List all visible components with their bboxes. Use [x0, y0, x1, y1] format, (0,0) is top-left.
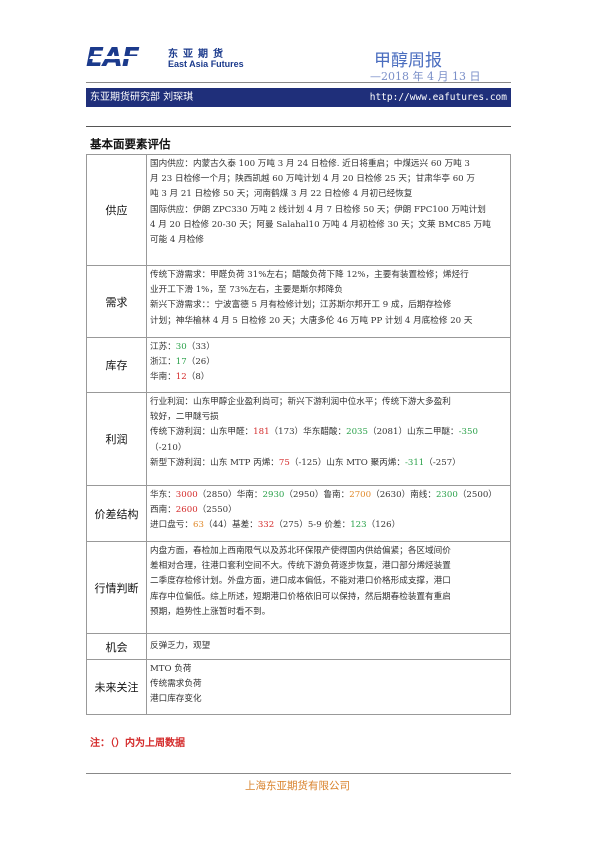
supply-line: 月 23 日检修一个月；陕西凯越 60 万吨计划 4 月 20 日检修 25 天…: [150, 174, 475, 185]
report-date: —2018 年 4 月 13 日: [370, 70, 481, 83]
website-link[interactable]: http://www.eafutures.com: [369, 92, 507, 103]
row-content: 国内供应：内蒙古久泰 100 万吨 3 月 24 日检修. 近日将重启；中煤远兴…: [147, 155, 510, 265]
inventory-value: 17: [175, 357, 187, 368]
logo-swoosh: [89, 56, 151, 59]
judgement-line: 预期，趋势性上涨暂时看不到。: [150, 606, 271, 617]
supply-line: 国内供应：内蒙古久泰 100 万吨 3 月 24 日检修. 近日将重启；中煤远兴…: [150, 159, 470, 169]
row-label: 机会: [87, 634, 147, 659]
row-label: 行情判断: [87, 542, 147, 633]
header-banner: 东亚期货研究部 刘琛琪 http://www.eafutures.com: [86, 88, 511, 107]
logo-chinese-name: 东亚期货: [168, 49, 228, 60]
footnote: 注：（）内为上周数据: [90, 738, 185, 749]
table-row-inventory: 库存 江苏：30（33） 浙江：17（26） 华南：12（8）: [87, 337, 510, 392]
inventory-value: 30: [175, 342, 187, 352]
row-content: 内盘方面，春检加上西南限气以及苏北环保限产使得国内供给偏紧；各区域间价 差相对合…: [147, 542, 510, 633]
profit-value: -311: [404, 457, 425, 468]
supply-line: 4 月 20 日检修 20-30 天；阿曼 Salahal10 万吨 4 月初检…: [150, 219, 491, 230]
spread-value: 2930: [262, 490, 285, 500]
spread-value: 123: [350, 520, 367, 531]
spread-value: 332: [257, 520, 275, 531]
report-title: 甲醇周报: [374, 51, 442, 71]
row-content: 反弹乏力，观望: [147, 634, 510, 659]
spread-value: 63: [192, 520, 204, 531]
section-divider: [86, 126, 511, 127]
opportunity-text: 反弹乏力，观望: [150, 640, 211, 651]
judgement-line: 内盘方面，春检加上西南限气以及苏北环保限产使得国内供给偏紧；各区域间价: [150, 546, 451, 556]
table-row-supply: 供应 国内供应：内蒙古久泰 100 万吨 3 月 24 日检修. 近日将重启；中…: [87, 155, 510, 265]
judgement-line: 库存中位偏低。综上所述，短期港口价格依旧可以保持，然后期春检装置有重启: [150, 591, 451, 602]
fundamentals-table: 供应 国内供应：内蒙古久泰 100 万吨 3 月 24 日检修. 近日将重启；中…: [86, 154, 511, 715]
table-row-demand: 需求 传统下游需求：甲醛负荷 31%左右；醋酸负荷下降 12%，主要有装置检修；…: [87, 265, 510, 337]
profit-value: -350: [458, 427, 478, 438]
row-label: 库存: [87, 338, 147, 392]
table-row-profit: 利润 行业利润：山东甲醇企业盈利尚可；新兴下游利润中位水平；传统下游大多盈利 较…: [87, 392, 510, 485]
table-row-judgement: 行情判断 内盘方面，春检加上西南限气以及苏北环保限产使得国内供给偏紧；各区域间价…: [87, 541, 510, 633]
supply-line: 可能 4 月检修: [150, 235, 204, 246]
research-dept: 东亚期货研究部 刘琛琪: [90, 92, 194, 103]
traditional-profit-line: 传统下游利润：山东甲醛：181（173）华东醋酸：2035（2081）山东二甲醚…: [150, 427, 478, 453]
profit-value: 2035: [346, 427, 368, 438]
future-item: 港口库存变化: [150, 694, 202, 705]
row-label: 价差结构: [87, 486, 147, 541]
judgement-line: 差相对合理，往港口套利空间不大。传统下游负荷逐步恢复，港口部分烯烃装置: [150, 561, 451, 572]
profit-value: 75: [278, 457, 290, 468]
section-title: 基本面要素评估: [90, 137, 171, 151]
judgement-line: 二季度存检修计划。外盘方面，进口成本偏低，不能对港口价格形成支撑，港口: [150, 576, 451, 587]
demand-line: 新兴下游需求：：宁波富德 5 月有检修计划；江苏斯尔邦开工 9 成，后期存检修: [150, 300, 452, 311]
spread-value: 2300: [435, 490, 458, 500]
profit-line: 行业利润：山东甲醇企业盈利尚可；新兴下游利润中位水平；传统下游大多盈利: [150, 397, 451, 407]
spread-line: 进口盘亏：63（44）基差：332（275）5-9 价差：123（126）: [150, 520, 401, 531]
spread-value: 3000: [175, 490, 198, 500]
profit-line: 较好，二甲醚亏损: [150, 412, 219, 423]
company-logo: EAF 东亚期货 East Asia Futures: [86, 44, 256, 72]
spread-value: 2600: [175, 505, 198, 516]
supply-line: 吨 3 月 21 日检修 50 天；河南鹤煤 3 月 22 日检修 4 月初已经…: [150, 189, 413, 200]
demand-line: 传统下游需求：甲醛负荷 31%左右；醋酸负荷下降 12%，主要有装置检修；烯烃行: [150, 270, 469, 280]
spread-line: 华东：3000（2850）华南：2930（2950）鲁南：2700（2630）南…: [150, 490, 497, 500]
profit-value: 181: [253, 427, 270, 438]
table-row-future: 未来关注 MTO 负荷 传统需求负荷 港口库存变化: [87, 659, 510, 714]
header-divider: [86, 82, 511, 83]
row-content: 江苏：30（33） 浙江：17（26） 华南：12（8）: [147, 338, 510, 392]
new-profit-line: 新型下游利润：山东 MTP 丙烯：75（-125）山东 MTO 聚丙烯：-311…: [150, 457, 461, 468]
supply-line: 国际供应：伊朗 ZPC330 万吨 2 线计划 4 月 7 日检修 50 天；伊…: [150, 204, 486, 215]
footer-divider: [86, 773, 511, 774]
footer-company: 上海东亚期货有限公司: [245, 780, 350, 792]
row-content: 行业利润：山东甲醇企业盈利尚可；新兴下游利润中位水平；传统下游大多盈利 较好，二…: [147, 393, 510, 485]
future-item: MTO 负荷: [150, 664, 192, 674]
demand-line: 业开工下滑 1%，至 73%左右，主要是斯尔邦降负: [150, 285, 343, 296]
row-content: 传统下游需求：甲醛负荷 31%左右；醋酸负荷下降 12%，主要有装置检修；烯烃行…: [147, 266, 510, 337]
future-item: 传统需求负荷: [150, 679, 202, 690]
row-label: 利润: [87, 393, 147, 485]
table-row-opportunity: 机会 反弹乏力，观望: [87, 633, 510, 659]
inventory-item: 浙江：17（26）: [150, 357, 215, 368]
inventory-value: 12: [175, 372, 187, 383]
inventory-item: 华南：12（8）: [150, 372, 210, 383]
logo-english-name: East Asia Futures: [168, 59, 244, 69]
demand-line: 计划；神华榆林 4 月 5 日检修 20 天；大唐多伦 46 万吨 PP 计划 …: [150, 315, 473, 326]
inventory-item: 江苏：30（33）: [150, 342, 215, 352]
spread-line: 西南：2600（2550）: [150, 505, 237, 516]
row-label: 供应: [87, 155, 147, 265]
row-content: 华东：3000（2850）华南：2930（2950）鲁南：2700（2630）南…: [147, 486, 510, 541]
row-content: MTO 负荷 传统需求负荷 港口库存变化: [147, 660, 510, 714]
row-label: 需求: [87, 266, 147, 337]
spread-value: 2700: [349, 490, 372, 500]
table-row-spread: 价差结构 华东：3000（2850）华南：2930（2950）鲁南：2700（2…: [87, 485, 510, 541]
row-label: 未来关注: [87, 660, 147, 714]
